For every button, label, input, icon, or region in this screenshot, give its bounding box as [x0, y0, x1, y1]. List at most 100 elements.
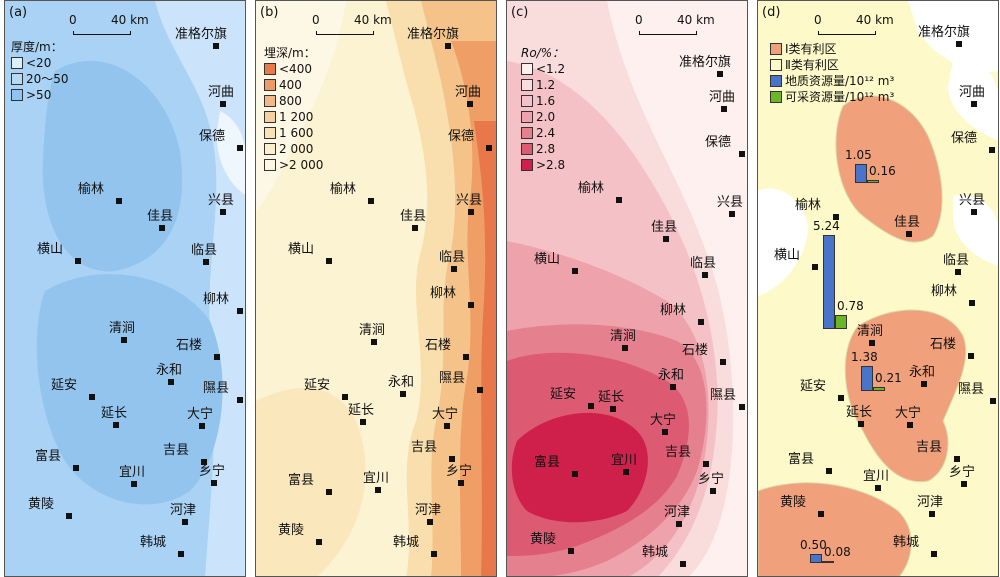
city-label: 宜川	[363, 471, 390, 486]
city-marker	[203, 259, 209, 265]
legend-label: 可采资源量/10¹² m³	[785, 90, 895, 104]
legend-swatch	[264, 111, 276, 123]
city-label: 韩城	[140, 535, 167, 550]
city-label: 榆林	[330, 182, 357, 197]
recoverable-resource-bar	[822, 561, 834, 563]
city-label: 石楼	[176, 338, 203, 353]
city-label: 延安	[304, 378, 331, 393]
panel-d-background	[758, 1, 998, 576]
city-marker	[237, 308, 243, 314]
scale-distance: 40 km	[677, 13, 715, 27]
legend-label: 1 600	[279, 126, 314, 140]
panel-d-label: (d)	[762, 5, 781, 20]
panel-a-legend: 厚度/m： <20 20～50 >50	[11, 39, 69, 103]
city-marker	[929, 511, 935, 517]
city-label: 黄陵	[278, 523, 305, 538]
city-marker	[400, 391, 406, 397]
city-marker	[572, 268, 578, 274]
legend-label: <400	[279, 62, 312, 76]
city-marker	[955, 269, 961, 275]
city-label: 柳林	[931, 284, 958, 299]
legend-label: 地质资源量/10¹² m³	[785, 74, 895, 88]
city-marker	[237, 397, 243, 403]
city-marker	[211, 480, 217, 486]
legend-label: >2 000	[279, 158, 324, 172]
city-marker	[368, 198, 374, 204]
legend-swatch	[11, 73, 23, 85]
city-label: 延安	[51, 378, 78, 393]
city-label: 韩城	[893, 535, 920, 550]
city-label: 准格尔旗	[407, 27, 460, 42]
city-marker	[458, 480, 464, 486]
city-label: 横山	[288, 242, 315, 257]
legend-swatch	[521, 95, 533, 107]
city-label: 乡宁	[949, 465, 976, 480]
city-label: 保德	[951, 131, 978, 146]
city-marker	[710, 488, 716, 494]
city-label: 大宁	[650, 413, 677, 428]
city-marker	[326, 258, 332, 264]
city-label: 柳林	[430, 286, 457, 301]
city-label: 佳县	[651, 220, 678, 235]
city-label: 兴县	[717, 195, 744, 210]
legend-label: Ⅱ类有利区	[785, 58, 839, 72]
city-label: 兴县	[456, 193, 483, 208]
city-label: 韩城	[393, 535, 420, 550]
city-marker	[66, 513, 72, 519]
city-marker	[444, 423, 450, 429]
city-label: 准格尔旗	[679, 55, 732, 70]
city-marker	[468, 209, 474, 215]
scale-bar	[73, 31, 131, 35]
city-marker	[971, 209, 977, 215]
city-marker	[720, 359, 726, 365]
city-marker	[623, 469, 629, 475]
legend-swatch	[264, 127, 276, 139]
city-label: 隰县	[958, 382, 985, 397]
geologic-resource-value: 0.50	[800, 538, 827, 552]
city-label: 延长	[101, 406, 128, 421]
panel-a-background	[5, 1, 245, 576]
city-marker	[213, 43, 219, 49]
city-label: 石楼	[682, 343, 709, 358]
city-label: 横山	[534, 252, 561, 267]
city-marker	[427, 519, 433, 525]
city-marker	[73, 465, 79, 471]
city-marker	[662, 429, 668, 435]
city-label: 大宁	[895, 406, 922, 421]
city-marker	[445, 43, 451, 49]
city-marker	[201, 459, 207, 465]
city-label: 隰县	[439, 371, 466, 386]
city-label: 吉县	[163, 443, 190, 458]
city-marker	[159, 225, 165, 231]
city-label: 榆林	[795, 198, 822, 213]
legend-swatch	[11, 57, 23, 69]
city-label: 河津	[170, 503, 197, 518]
city-label: 河津	[415, 503, 442, 518]
legend-swatch	[521, 159, 533, 171]
legend-label: 1 200	[279, 110, 314, 124]
city-label: 准格尔旗	[918, 25, 971, 40]
city-marker	[220, 101, 226, 107]
panel-c-ro-map: (c) Ro/%： <1.2 1.2 1.6 2.0 2.4 2.8 >2.8 …	[506, 0, 748, 577]
city-label: 富县	[534, 455, 561, 470]
city-marker	[316, 539, 322, 545]
city-label: 河曲	[709, 90, 736, 105]
legend-label: 1.6	[536, 94, 556, 108]
city-marker	[412, 225, 418, 231]
city-marker	[906, 231, 912, 237]
city-marker	[182, 519, 188, 525]
city-marker	[739, 151, 745, 157]
city-marker	[703, 461, 709, 467]
city-label: 富县	[288, 473, 315, 488]
city-label: 保德	[448, 129, 475, 144]
city-label: 宜川	[611, 453, 638, 468]
city-label: 横山	[37, 242, 64, 257]
scale-distance: 40 km	[111, 13, 149, 27]
city-label: 乡宁	[698, 472, 725, 487]
city-label: 榆林	[578, 181, 605, 196]
panel-d-legend: Ⅰ类有利区 Ⅱ类有利区 地质资源量/10¹² m³ 可采资源量/10¹² m³	[770, 41, 894, 105]
city-marker	[588, 403, 594, 409]
legend-label: >50	[26, 88, 52, 102]
recoverable-resource-bar	[835, 314, 847, 329]
city-marker	[826, 468, 832, 474]
